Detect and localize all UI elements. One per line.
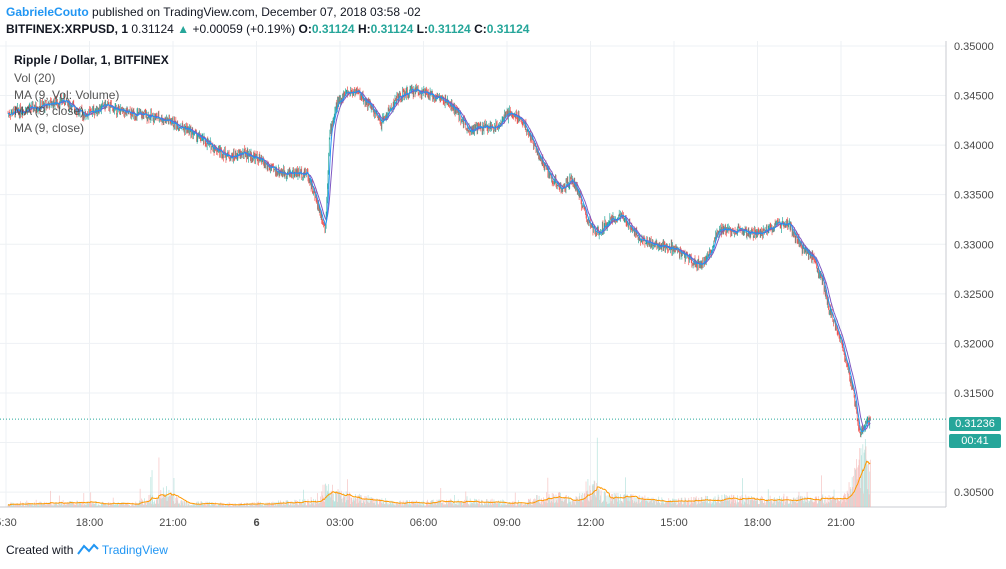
- up-arrow-icon: ▲: [177, 22, 190, 36]
- y-tick-label: 0.31500: [954, 388, 994, 400]
- y-tick-label: 0.30500: [954, 487, 994, 499]
- open-value: 0.31124: [311, 22, 355, 36]
- author-link[interactable]: GabrieleCouto: [6, 5, 89, 19]
- low-label: L:: [416, 22, 428, 36]
- publish-info: published on TradingView.com, December 0…: [88, 5, 421, 19]
- high-label: H:: [357, 22, 371, 36]
- legend-ma-fast: MA (9, close): [14, 104, 85, 118]
- y-tick-label: 0.34000: [954, 140, 994, 152]
- x-tick-label: 6: [253, 517, 259, 529]
- symbol-line: BITFINEX:XRPUSD, 1 0.31124 ▲ +0.00059 (+…: [6, 22, 529, 36]
- footer: Created with TradingView: [6, 543, 168, 557]
- legend-ma-slow: MA (9, close): [14, 121, 85, 135]
- symbol-name: BITFINEX:XRPUSD, 1: [6, 22, 129, 36]
- x-tick-label: 5:30: [0, 517, 17, 529]
- x-tick-label: 12:00: [577, 517, 605, 529]
- close-label: C:: [474, 22, 487, 36]
- legend-volume: Vol (20): [14, 71, 56, 85]
- publish-line: GabrieleCouto published on TradingView.c…: [6, 5, 421, 19]
- y-tick-label: 0.32500: [954, 289, 994, 301]
- tradingview-logo-icon: [76, 543, 99, 555]
- x-tick-label: 21:00: [827, 517, 855, 529]
- chart-legend-title: Ripple / Dollar, 1, BITFINEX: [14, 53, 169, 67]
- x-tick-label: 06:00: [410, 517, 438, 529]
- ma-slow-line: [7, 89, 871, 431]
- high-value: 0.31124: [370, 22, 414, 36]
- current-price-tag: 0.31236: [949, 417, 1001, 431]
- created-with-label: Created with: [6, 543, 74, 557]
- x-tick-label: 03:00: [326, 517, 354, 529]
- low-value: 0.31124: [428, 22, 471, 36]
- y-tick-label: 0.34500: [954, 91, 994, 103]
- y-tick-label: 0.33500: [954, 190, 994, 202]
- x-tick-label: 18:00: [744, 517, 772, 529]
- y-tick-label: 0.32000: [954, 338, 994, 350]
- countdown-tag: 00:41: [949, 434, 1001, 448]
- ma-fast-line: [7, 88, 871, 433]
- close-value: 0.31124: [486, 22, 530, 36]
- open-label: O:: [298, 22, 312, 36]
- price-chart[interactable]: 0.35000 0.34500 0.34000 0.33500 0.33000 0.325…: [0, 41, 1006, 538]
- legend-ma-volume: MA (9, Vol: Volume): [14, 88, 120, 102]
- y-tick-label: 0.33000: [954, 239, 994, 251]
- x-tick-label: 21:00: [159, 517, 187, 529]
- y-tick-label: 0.35000: [954, 41, 994, 53]
- last-price: 0.31124: [131, 22, 174, 36]
- volume-ma-line: [7, 460, 871, 506]
- x-tick-label: 09:00: [493, 517, 521, 529]
- tradingview-link[interactable]: TradingView: [101, 543, 168, 557]
- price-change: +0.00059 (+0.19%): [192, 22, 296, 36]
- x-tick-label: 18:00: [76, 517, 104, 529]
- x-tick-label: 15:00: [660, 517, 688, 529]
